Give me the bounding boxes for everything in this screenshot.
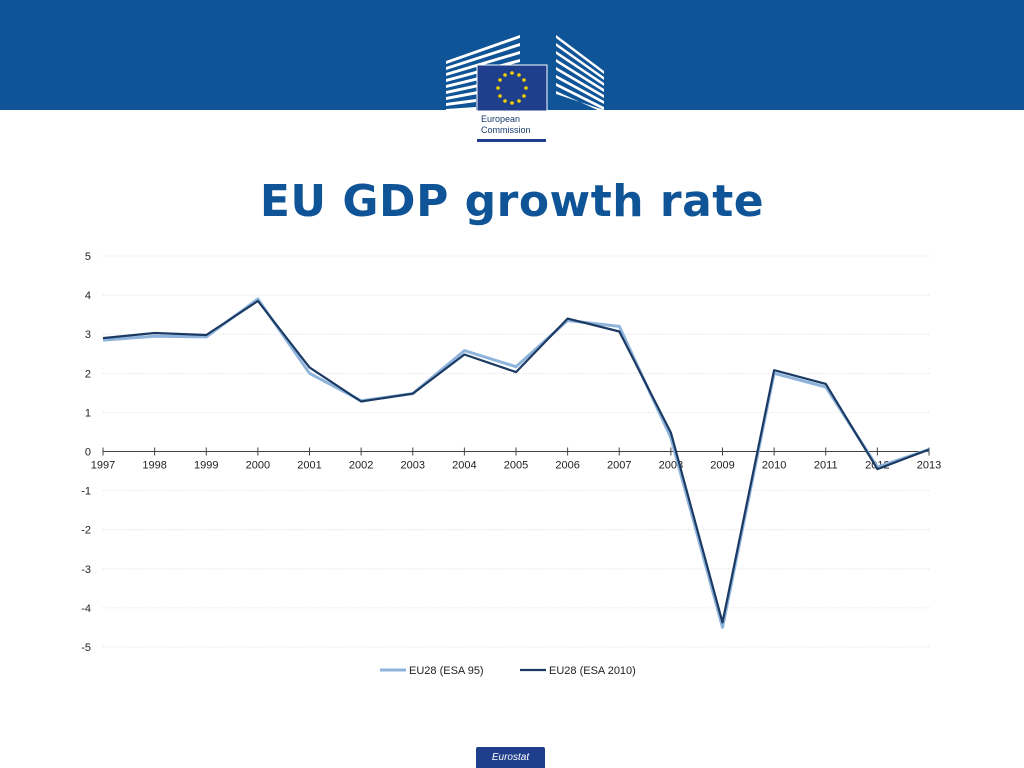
logo-line-1: European [481, 114, 521, 124]
logo-wordmark: European Commission [481, 114, 551, 136]
x-tick-label: 2011 [814, 460, 838, 472]
y-tick-label: -4 [81, 603, 91, 615]
y-tick-label: -2 [81, 525, 91, 537]
y-tick-label: -1 [81, 486, 91, 498]
x-tick-label: 2007 [607, 460, 631, 472]
y-tick-label: 2 [85, 368, 91, 380]
logo-line-2: Commission [481, 125, 531, 135]
x-tick-label: 1999 [194, 460, 218, 472]
x-tick-label: 2004 [452, 460, 476, 472]
logo-underline [477, 139, 546, 142]
y-tick-label: -5 [81, 642, 91, 654]
gdp-line-chart: 5 4 3 2 1 0 -1 -2 -3 -4 -5 1997 1998 1999 2000 2001 2002… [81, 251, 941, 677]
y-tick-label: 4 [85, 290, 91, 302]
x-tick-label: 2010 [762, 460, 786, 472]
x-tick-label: 2001 [297, 460, 321, 472]
x-tick-label: 2002 [349, 460, 373, 472]
legend-label: EU28 (ESA 95) [409, 665, 484, 677]
series-line-esa2010 [102, 299, 930, 624]
x-tick-label: 2005 [504, 460, 528, 472]
x-tick-label: 2006 [555, 460, 579, 472]
y-tick-label: 1 [85, 407, 91, 419]
x-tick-label: 1998 [142, 460, 166, 472]
y-tick-label: 5 [85, 251, 91, 263]
x-tick-label: 2000 [246, 460, 270, 472]
page-title: EU GDP growth rate [259, 176, 765, 227]
eu-stars [496, 71, 528, 105]
eurostat-badge: Eurostat [476, 747, 545, 768]
y-tick-label: 0 [85, 447, 91, 459]
european-commission-logo [446, 35, 604, 113]
x-tick-label: 1997 [91, 460, 115, 472]
y-tick-label: -3 [81, 564, 91, 576]
legend-label: EU28 (ESA 2010) [549, 665, 636, 677]
x-tick-label: 2013 [917, 460, 941, 472]
x-tick-label: 2003 [401, 460, 425, 472]
x-tick-label: 2009 [710, 460, 734, 472]
y-tick-label: 3 [85, 329, 91, 341]
